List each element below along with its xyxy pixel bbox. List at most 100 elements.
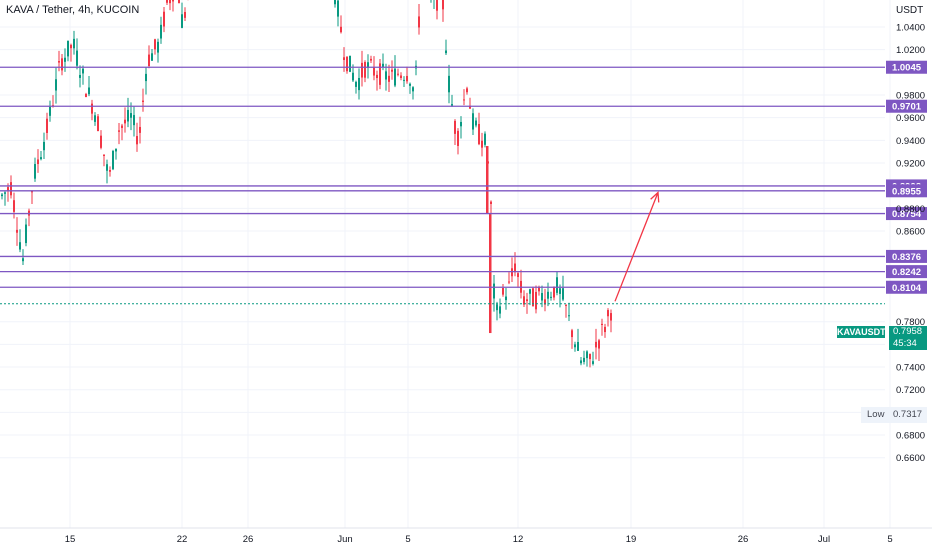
candle-body [46,118,48,133]
level-tag [886,184,927,198]
candle-body [364,62,366,78]
candle-body [604,326,606,333]
candle-body [178,0,180,4]
candle-body [7,187,9,192]
candle-body [121,125,123,128]
candle-body [391,69,393,72]
candle-body [94,115,96,122]
candle-body [1,194,3,197]
y-tick-label: 0.6600 [896,453,925,464]
candle-body [595,341,597,348]
candle-body [481,140,483,148]
candle-body [19,242,21,250]
level-tag [886,249,927,263]
candle-body [454,120,456,134]
candle-body [112,150,114,170]
candle-body [346,56,348,72]
candle-body [586,351,588,359]
candle-body [505,296,507,301]
x-tick-label: 5 [405,534,410,545]
candle-body [127,109,129,122]
level-label: 0.9701 [892,102,922,113]
candle-body [166,0,168,3]
candle-body [460,121,462,127]
candle-body [385,71,387,80]
y-tick-label: 0.9800 [896,91,925,102]
x-tick-label: 12 [513,534,524,545]
candle-body [388,75,390,82]
level-tag [886,60,927,74]
candle-body [88,87,90,95]
candle-body [169,0,171,4]
candle-body [451,104,453,106]
candle-body [172,0,174,2]
candle-body [367,62,369,68]
candle-body [181,14,183,28]
candle-body [400,75,402,78]
y-tick-label: 1.0200 [896,45,925,56]
candle-body [502,287,504,295]
candle-body [607,310,609,317]
candle-body [583,357,585,362]
candle-body [106,164,108,171]
candle-body [489,214,492,334]
candle-body [517,273,519,277]
y-axis: 1.0400 1.0200 0.9800 0.9600 0.9400 0.9200 0.88… [896,23,925,465]
candle-body [163,11,165,27]
candle-body [535,291,537,310]
candle-body [436,0,438,11]
candle-body [511,268,513,277]
candle-body [109,170,111,172]
candle-body [70,44,72,49]
candle-body [55,79,57,91]
candle-body [382,63,384,68]
candle-body [553,286,555,298]
candle-body [43,141,45,151]
candle-body [160,24,162,39]
candle-body [91,103,93,114]
bar-countdown: 45:34 [893,338,917,349]
candle-body [4,192,6,194]
y-tick-label: 0.7200 [896,385,925,396]
candle-body [58,61,60,63]
currency-label: USDT [896,5,924,16]
y-tick-label: 0.9200 [896,159,925,170]
candle-body [418,16,420,28]
low-value: 0.7317 [893,409,923,420]
candle-body [37,159,39,165]
candle-body [184,11,186,18]
y-tick-label: 0.7400 [896,363,925,374]
candle-body [334,0,336,5]
candle-body [157,41,159,53]
candle-body [547,291,549,299]
candle-body [133,115,135,126]
candle-body [352,72,354,81]
candle-body [25,224,27,244]
candle-body [565,304,567,306]
x-tick-label: 15 [65,534,76,545]
y-tick-label: 0.8600 [896,227,925,238]
candle-body [496,304,498,311]
candle-body [376,74,378,79]
low-marker: Low 0.7317 [861,407,927,423]
candle-body [486,146,489,215]
projection-arrow [614,191,660,302]
candle-body [493,283,495,299]
x-tick-label: Jun [337,534,352,545]
candle-body [397,73,399,75]
candle-body [97,116,99,132]
candle-body [103,154,105,156]
candle-body [394,68,396,86]
candle-body [115,148,117,152]
candle-body [574,344,576,348]
candle-body [598,340,600,349]
arrow-head [650,191,660,203]
candle-body [475,120,477,126]
candle-body [118,130,120,132]
x-tick-label: Jul [818,534,830,545]
y-tick-label: 1.0400 [896,23,925,34]
candle-body [79,74,81,78]
arrow-shaft [614,192,659,302]
candle-body [571,330,573,338]
